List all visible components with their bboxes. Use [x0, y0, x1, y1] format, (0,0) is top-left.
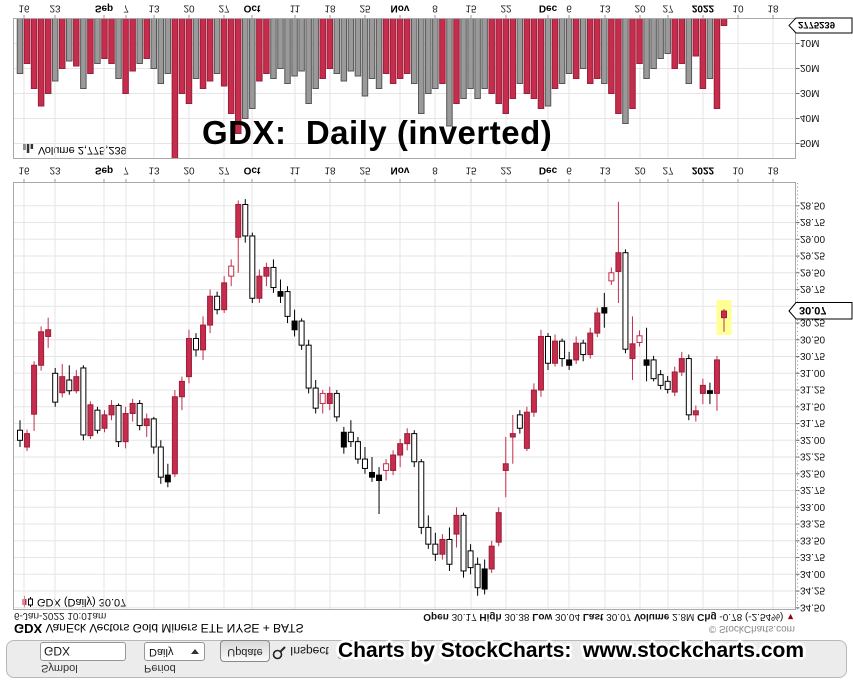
- svg-text:30.25: 30.25: [800, 317, 825, 328]
- svg-text:13: 13: [599, 3, 611, 14]
- svg-text:29.00: 29.00: [800, 233, 825, 244]
- svg-text:16: 16: [18, 165, 30, 176]
- svg-text:33.00: 33.00: [800, 501, 825, 512]
- svg-text:2022: 2022: [692, 165, 715, 176]
- svg-text:31.50: 31.50: [800, 400, 825, 411]
- svg-text:34.00: 34.00: [800, 568, 825, 579]
- svg-text:18: 18: [324, 3, 336, 14]
- svg-text:30M: 30M: [800, 87, 819, 98]
- svg-text:Dec: Dec: [539, 165, 558, 176]
- svg-text:20: 20: [634, 3, 646, 14]
- svg-text:Oct: Oct: [244, 165, 261, 176]
- svg-text:7: 7: [123, 3, 129, 14]
- svg-text:25: 25: [359, 165, 371, 176]
- svg-text:Nov: Nov: [391, 165, 410, 176]
- svg-text:Dec: Dec: [539, 3, 558, 14]
- stockcharts-footer-overlay: Charts by StockCharts: www.stockcharts.c…: [338, 639, 805, 662]
- svg-text:31.75: 31.75: [800, 417, 825, 428]
- svg-text:18: 18: [767, 165, 779, 176]
- svg-text:10M: 10M: [800, 37, 819, 48]
- svg-text:11: 11: [290, 165, 301, 176]
- svg-text:13: 13: [148, 165, 160, 176]
- svg-text:32.50: 32.50: [800, 467, 825, 478]
- svg-text:32.00: 32.00: [800, 434, 825, 445]
- svg-text:8: 8: [432, 165, 438, 176]
- svg-text:10: 10: [732, 165, 744, 176]
- svg-text:Oct: Oct: [244, 3, 261, 14]
- magnifier-icon: [272, 646, 286, 660]
- svg-text:20M: 20M: [800, 62, 819, 73]
- svg-text:33.75: 33.75: [800, 551, 825, 562]
- svg-text:18: 18: [767, 3, 779, 14]
- svg-text:40M: 40M: [800, 112, 819, 123]
- svg-text:29.50: 29.50: [800, 266, 825, 277]
- svg-text:30.07: 30.07: [799, 304, 827, 316]
- svg-text:Nov: Nov: [391, 3, 410, 14]
- svg-text:8: 8: [432, 3, 438, 14]
- svg-text:27: 27: [218, 165, 230, 176]
- svg-text:10: 10: [732, 3, 744, 14]
- svg-text:33.25: 33.25: [800, 518, 825, 529]
- svg-text:22: 22: [500, 3, 512, 14]
- svg-text:25: 25: [359, 3, 371, 14]
- svg-text:33.50: 33.50: [800, 534, 825, 545]
- svg-text:32.75: 32.75: [800, 484, 825, 495]
- svg-text:20: 20: [183, 3, 195, 14]
- svg-text:6: 6: [566, 165, 572, 176]
- svg-text:32.25: 32.25: [800, 451, 825, 462]
- svg-text:23: 23: [49, 165, 61, 176]
- svg-text:34.50: 34.50: [800, 601, 825, 612]
- svg-text:50M: 50M: [800, 137, 819, 148]
- svg-text:29.75: 29.75: [800, 283, 825, 294]
- svg-text:20: 20: [634, 165, 646, 176]
- svg-text:27: 27: [218, 3, 230, 14]
- svg-text:16: 16: [18, 3, 30, 14]
- svg-text:13: 13: [599, 165, 611, 176]
- svg-text:27: 27: [662, 3, 674, 14]
- svg-text:6: 6: [566, 3, 572, 14]
- svg-text:34.25: 34.25: [800, 585, 825, 596]
- svg-text:23: 23: [49, 3, 61, 14]
- svg-text:31.00: 31.00: [800, 367, 825, 378]
- svg-text:28.75: 28.75: [800, 216, 825, 227]
- svg-text:7: 7: [123, 165, 129, 176]
- svg-text:15: 15: [465, 165, 477, 176]
- svg-text:30.50: 30.50: [800, 333, 825, 344]
- svg-text:28.50: 28.50: [800, 199, 825, 210]
- svg-text:30.75: 30.75: [800, 350, 825, 361]
- svg-text:13: 13: [148, 3, 160, 14]
- svg-text:2775239: 2775239: [798, 19, 835, 30]
- svg-text:11: 11: [290, 3, 301, 14]
- svg-text:18: 18: [324, 165, 336, 176]
- toolbar: Symbol Period Daily Update Inspect: [6, 640, 847, 678]
- svg-text:31.25: 31.25: [800, 384, 825, 395]
- svg-text:22: 22: [500, 165, 512, 176]
- inverted-title-overlay: GDX: Daily (inverted): [202, 114, 553, 151]
- svg-text:20: 20: [183, 165, 195, 176]
- svg-text:Sep: Sep: [95, 165, 113, 176]
- svg-text:29.25: 29.25: [800, 250, 825, 261]
- svg-text:15: 15: [465, 3, 477, 14]
- svg-text:2022: 2022: [692, 3, 715, 14]
- svg-text:27: 27: [662, 165, 674, 176]
- svg-text:Sep: Sep: [95, 3, 113, 14]
